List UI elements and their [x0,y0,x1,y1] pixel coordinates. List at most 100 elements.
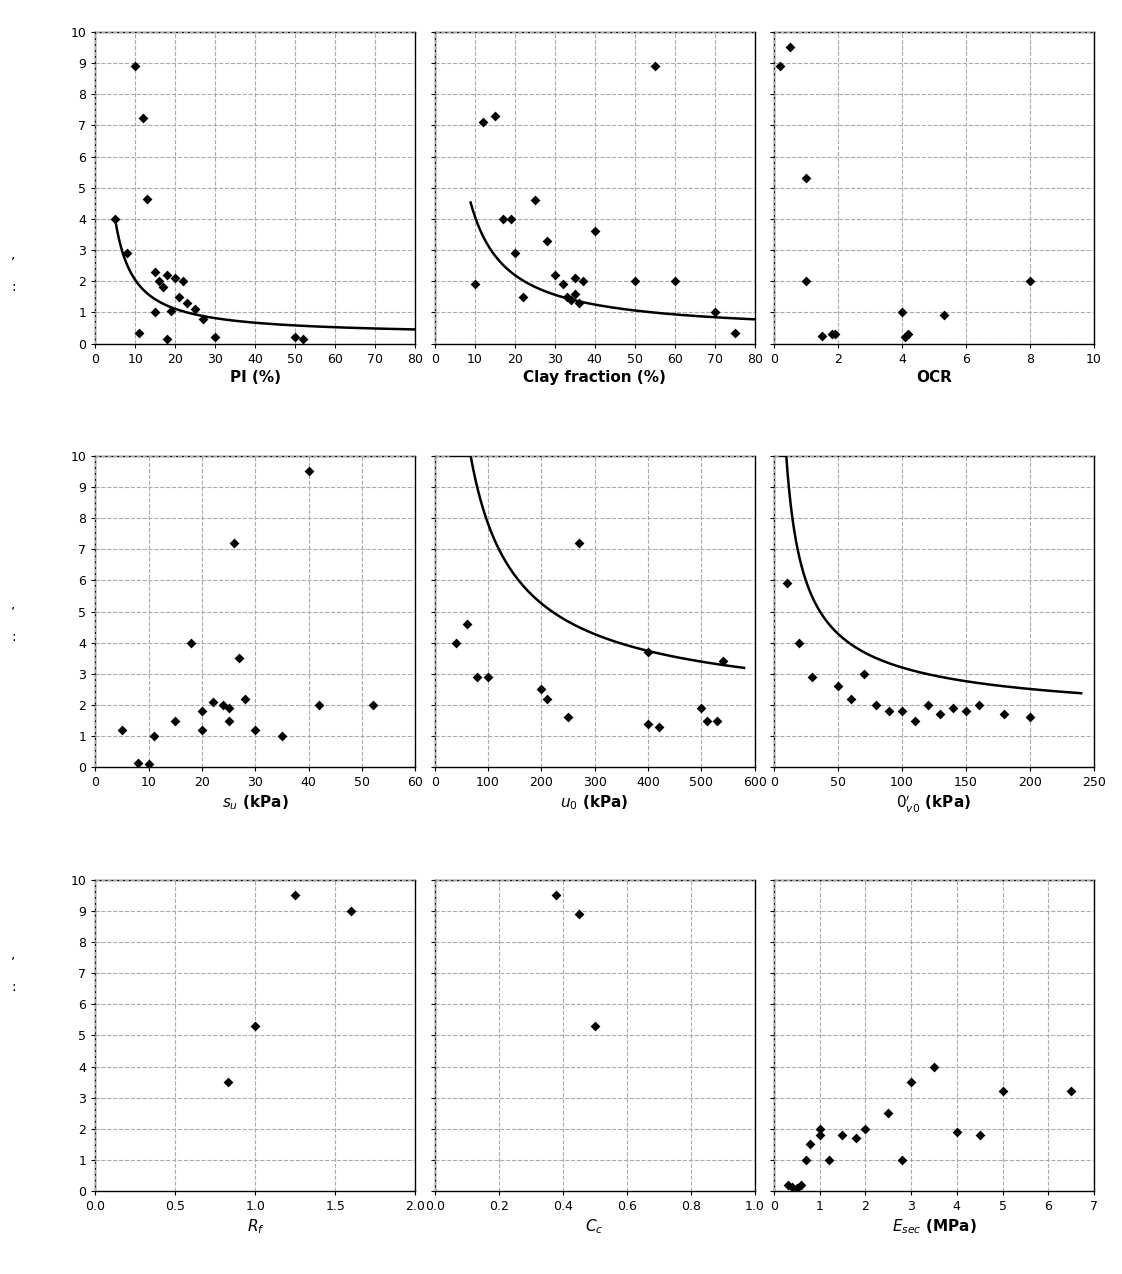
Point [230,648,248,669]
Point [1063,1082,1080,1102]
Point [466,274,484,294]
Point [570,293,588,313]
Point [532,679,550,699]
Point [797,168,815,189]
Point [247,1015,265,1036]
Point [486,106,504,126]
Point [468,666,486,687]
Point [545,265,563,285]
Point [113,720,131,740]
Point [640,713,657,734]
Point [166,268,184,288]
Point [665,271,683,292]
Point [797,271,815,292]
Point [783,1176,801,1196]
Point [447,632,465,652]
Point [214,694,232,715]
Point [792,1175,810,1195]
Point [902,1071,920,1092]
Point [867,694,885,715]
Point [129,753,147,773]
Point [158,329,176,349]
Point [294,329,312,349]
Point [194,308,212,329]
Point [247,720,265,740]
Point [570,533,588,553]
Point [494,209,512,229]
Text: :: : [11,280,16,293]
Point [553,274,571,294]
Point [537,688,555,708]
Point [803,666,821,687]
Point [562,289,580,310]
Point [708,711,726,731]
Point [236,688,254,708]
Point [900,324,918,344]
Point [342,901,360,921]
Point [135,107,153,127]
Point [801,1134,819,1154]
Point [880,701,898,721]
Point [273,726,291,747]
X-axis label: $0_{v0}^{\prime}$ (kPa): $0_{v0}^{\prime}$ (kPa) [896,794,972,814]
Point [935,306,953,326]
Point [186,299,204,320]
Point [565,268,583,288]
Point [820,1150,838,1171]
X-axis label: $s_u$ (kPa): $s_u$ (kPa) [222,794,288,813]
Point [537,231,555,251]
Point [893,302,911,322]
Point [573,271,591,292]
Point [813,326,831,347]
Point [856,1119,874,1139]
Point [692,698,710,719]
Point [826,324,844,344]
Point [166,711,184,731]
Point [810,1125,828,1145]
Point [570,903,588,924]
Point [855,664,873,684]
Point [822,324,840,344]
Point [220,698,238,719]
X-axis label: $u_0$ (kPa): $u_0$ (kPa) [561,794,628,813]
Point [706,302,724,322]
Point [506,243,524,264]
Point [473,112,491,132]
Text: :: : [11,631,16,643]
Point [502,209,519,229]
Point [893,1150,911,1171]
Point [146,261,164,282]
Point [514,287,532,307]
Point [650,717,668,738]
X-axis label: $R_f$: $R_f$ [247,1218,265,1236]
Point [995,705,1013,725]
Point [206,327,224,348]
Point [626,271,644,292]
Point [993,1082,1011,1102]
Point [645,56,663,76]
Point [138,189,156,209]
Point [1021,271,1039,292]
Point [311,694,329,715]
Point [171,287,188,307]
Point [204,692,222,712]
Point [119,243,137,264]
Point [458,614,476,634]
Point [127,56,145,76]
Point [174,271,192,292]
X-axis label: $C_c$: $C_c$ [586,1218,604,1236]
Point [193,701,211,721]
Point [925,1056,942,1077]
Point [771,56,789,76]
X-axis label: PI (%): PI (%) [230,369,280,385]
Point [944,698,962,719]
Point [548,885,565,906]
X-axis label: OCR: OCR [916,369,951,385]
Point [183,632,201,652]
Point [714,651,732,671]
X-axis label: Clay fraction (%): Clay fraction (%) [523,369,666,385]
Point [778,573,795,594]
Point [948,1122,966,1143]
Point [781,37,799,57]
Point [880,1103,898,1124]
